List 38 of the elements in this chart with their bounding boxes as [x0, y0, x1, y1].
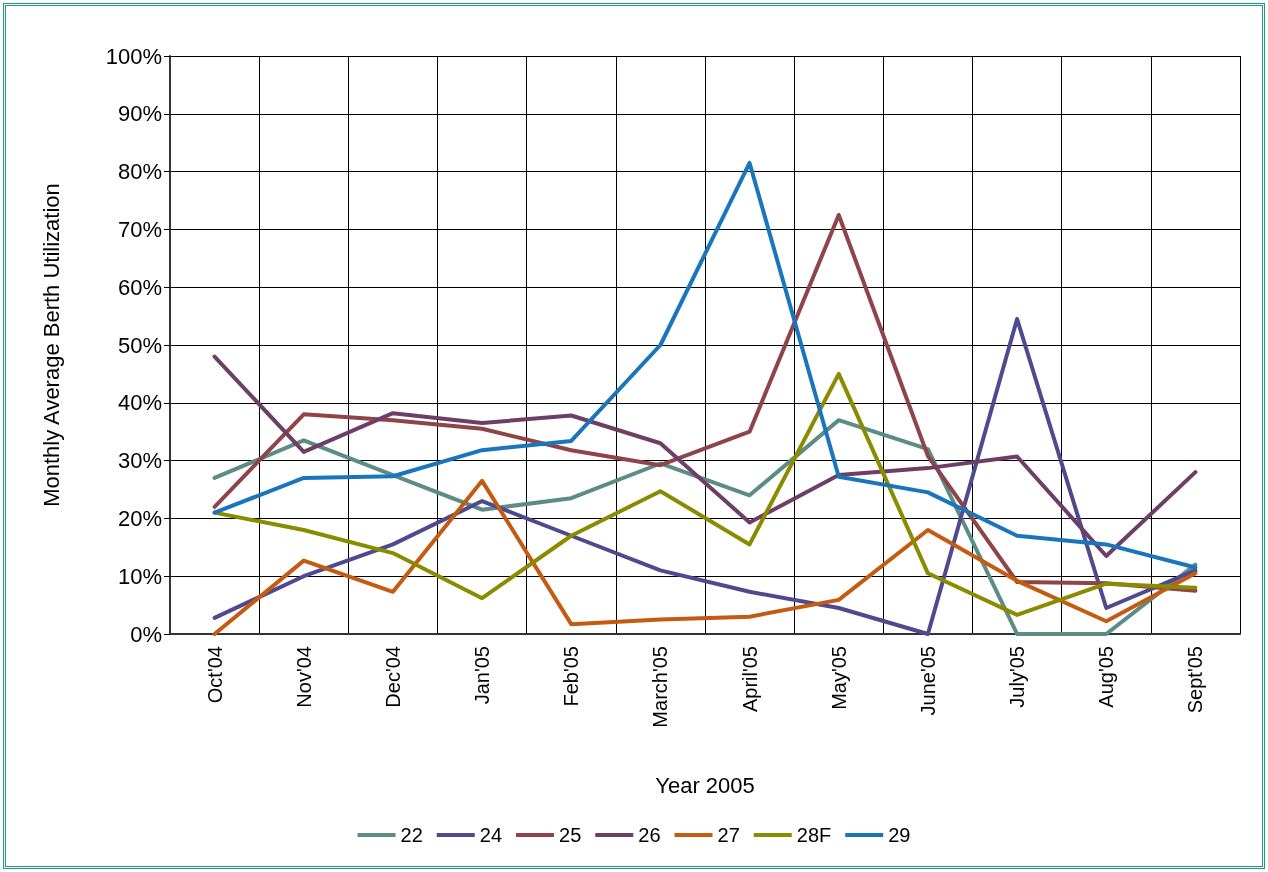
y-tick-label: 0%: [130, 621, 162, 647]
legend-label: 26: [638, 824, 661, 846]
x-tick-label: March'05: [649, 646, 672, 728]
line-series: [212, 354, 1198, 558]
x-tick-label: July'05: [1006, 646, 1029, 708]
x-tick-label: Nov'04: [292, 646, 315, 708]
x-tick-label: May'05: [827, 646, 850, 710]
legend-label: 22: [400, 824, 423, 846]
x-tick-label: June'05: [916, 646, 939, 716]
legend-label: 24: [479, 824, 503, 846]
legend-label: 27: [717, 824, 740, 846]
y-tick-label: 90%: [117, 101, 162, 127]
line-series: [212, 160, 1198, 570]
x-tick-label: April'05: [738, 646, 761, 713]
line-series: [212, 212, 1198, 593]
y-tick-label: 80%: [117, 159, 162, 185]
y-tick-label: 100%: [105, 43, 162, 69]
y-tick-label: 60%: [117, 274, 162, 300]
line-series: [212, 371, 1198, 617]
y-tick-label: 40%: [117, 390, 162, 416]
line-series: [212, 316, 1198, 636]
line-series: [212, 478, 1198, 636]
y-axis-title: Monthly Average Berth Utilization: [38, 183, 64, 507]
y-tick-label: 20%: [117, 505, 162, 531]
x-tick-label: Feb'05: [560, 646, 583, 707]
x-tick-label: Aug'05: [1095, 646, 1118, 708]
y-tick-label: 10%: [117, 563, 162, 589]
legend-label: 28F: [796, 824, 832, 846]
legend-label: 29: [888, 824, 911, 846]
y-tick-label: 50%: [117, 332, 162, 358]
y-tick-label: 30%: [117, 448, 162, 474]
x-tick-label: Oct'04: [203, 646, 226, 704]
x-tick-label: Sept'05: [1184, 646, 1207, 714]
y-tick-label: 70%: [117, 216, 162, 242]
legend-label: 25: [559, 824, 582, 846]
x-tick-label: Dec'04: [381, 646, 404, 708]
x-tick-label: Jan'05: [471, 646, 494, 705]
x-axis-title: Year 2005: [655, 772, 755, 798]
